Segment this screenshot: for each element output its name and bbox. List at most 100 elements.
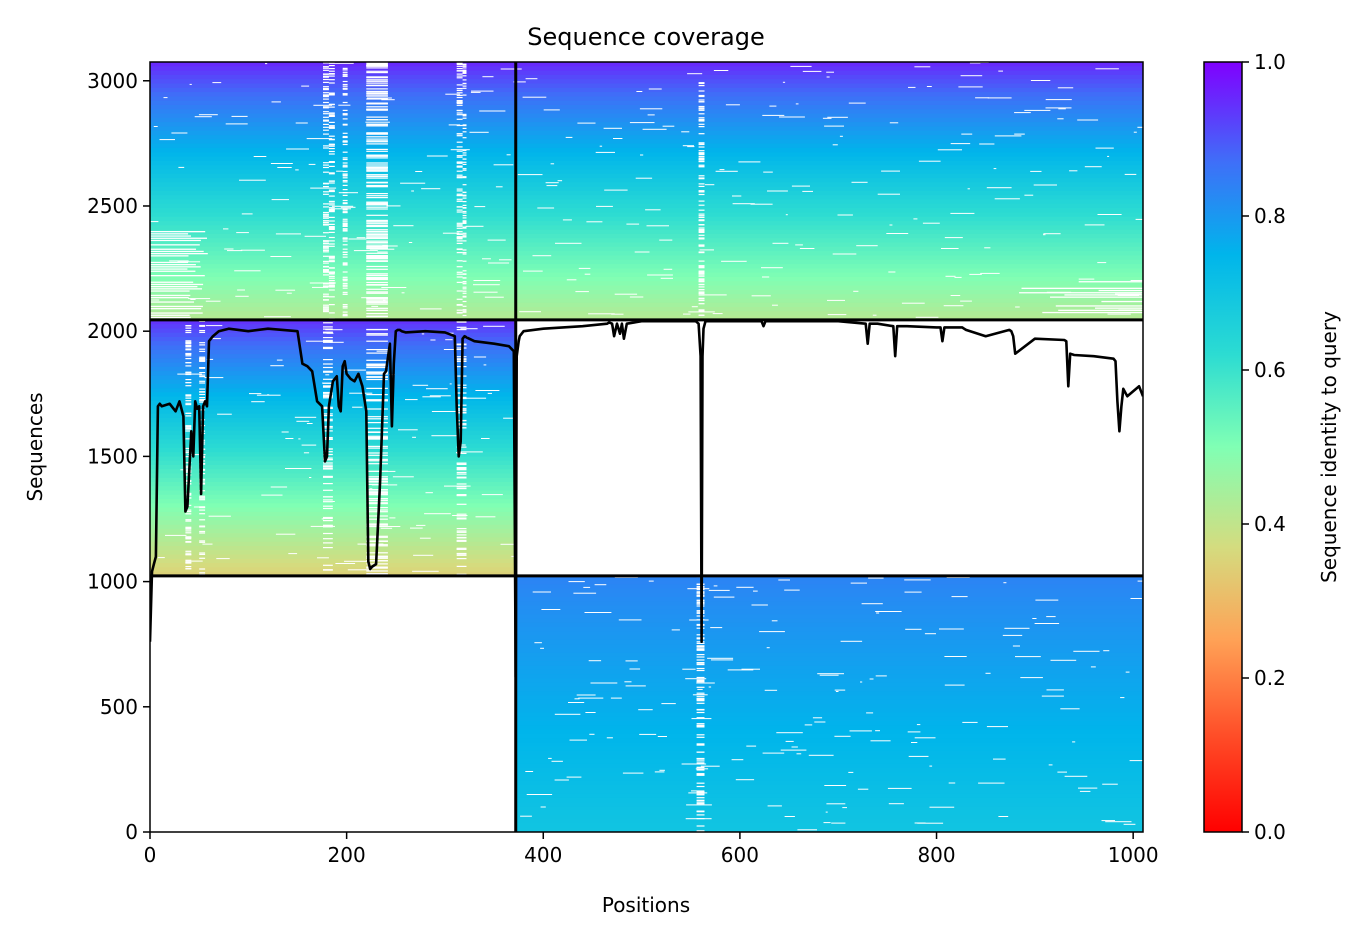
- y-tick-label: 2500: [87, 194, 138, 218]
- gap-column: [366, 164, 388, 166]
- gap-column: [462, 64, 467, 66]
- gap-mark: [796, 753, 802, 755]
- gap-column: [366, 84, 388, 87]
- gap-mark: [769, 105, 777, 107]
- gap-column: [456, 70, 463, 72]
- gap-column: [366, 225, 388, 228]
- gap-column: [698, 123, 705, 125]
- gap-column: [366, 229, 388, 231]
- gap-column: [342, 293, 348, 295]
- gap-mark: [584, 273, 591, 275]
- gap-column: [366, 230, 388, 232]
- gap-column: [185, 362, 192, 364]
- gap-column: [456, 536, 467, 539]
- gap-column: [366, 511, 388, 513]
- gap-mark: [576, 694, 596, 696]
- gap-column: [328, 202, 335, 204]
- gap-column: [366, 169, 388, 171]
- gap-column: [342, 305, 348, 307]
- heat-band: [515, 92, 1143, 97]
- gap-mark: [625, 685, 646, 687]
- gap-column: [462, 314, 467, 317]
- gap-column: [323, 299, 329, 301]
- gap-column: [185, 536, 192, 538]
- gap-mark: [950, 143, 971, 145]
- gap-column: [323, 123, 329, 125]
- y-tick-label: 1500: [87, 444, 138, 468]
- gap-column: [698, 297, 705, 299]
- gap-column: [323, 67, 329, 69]
- gap-column: [366, 168, 388, 170]
- gap-column: [698, 200, 705, 202]
- gap-column: [456, 118, 463, 120]
- gap-mark: [687, 146, 695, 148]
- gap-column: [698, 126, 705, 128]
- gap-mark: [685, 678, 707, 680]
- gap-column: [328, 231, 335, 233]
- gap-column: [328, 127, 335, 129]
- heat-band: [515, 216, 1143, 222]
- gap-mark: [484, 296, 504, 298]
- gap-column: [323, 385, 333, 387]
- gap-mark: [622, 772, 644, 774]
- heat-band: [150, 169, 516, 175]
- gap-mark: [951, 596, 968, 598]
- gap-column: [323, 520, 333, 522]
- heat-band: [150, 109, 516, 115]
- gap-column: [323, 328, 333, 330]
- gap-column: [366, 140, 388, 142]
- gap-column: [366, 494, 388, 496]
- heat-band: [515, 703, 1143, 709]
- heat-band: [515, 793, 1143, 799]
- gap-column: [698, 190, 705, 192]
- gap-column: [185, 426, 192, 428]
- gap-column: [328, 240, 335, 242]
- gap-column: [462, 195, 467, 197]
- gap-column: [342, 271, 348, 273]
- gap-column: [323, 86, 329, 88]
- gap-column: [342, 175, 348, 177]
- heat-band: [515, 644, 1143, 650]
- gap-column: [185, 532, 192, 534]
- gap-column: [366, 79, 388, 81]
- gap-mark: [875, 675, 887, 677]
- gap-column: [366, 247, 388, 249]
- gap-mark: [731, 759, 744, 761]
- gap-mark: [566, 776, 582, 778]
- plot-area: [150, 62, 1143, 832]
- gap-column: [199, 360, 206, 362]
- gap-mark: [814, 721, 826, 723]
- gap-mark: [1095, 147, 1114, 149]
- gap-column: [323, 193, 329, 195]
- gap-mark: [975, 97, 990, 99]
- gap-column: [199, 393, 206, 396]
- gap-mark: [762, 114, 785, 116]
- gap-column: [342, 276, 348, 278]
- gap-column: [323, 265, 329, 268]
- gap-column: [199, 506, 206, 508]
- gap-column: [328, 227, 335, 229]
- gap-mark: [430, 339, 436, 341]
- gap-column: [366, 219, 388, 221]
- gap-mark: [548, 757, 552, 759]
- gap-column: [456, 494, 467, 496]
- gap-mark: [1024, 194, 1034, 196]
- gap-column: [185, 520, 192, 522]
- gap-column: [698, 283, 705, 285]
- heat-band: [515, 584, 1143, 590]
- gap-mark: [488, 262, 510, 264]
- gap-column: [342, 184, 348, 186]
- gap-column: [366, 232, 388, 234]
- heat-band: [515, 814, 1143, 820]
- gap-mark: [586, 221, 603, 223]
- gap-column: [323, 133, 329, 135]
- gap-mark: [764, 689, 778, 691]
- gap-column: [698, 165, 705, 167]
- gap-mark: [1115, 293, 1142, 295]
- gap-column: [323, 496, 333, 498]
- gap-mark: [648, 88, 662, 90]
- gap-mark: [487, 239, 506, 241]
- heat-band: [515, 117, 1143, 123]
- gap-column: [696, 669, 705, 672]
- gap-column: [342, 189, 348, 191]
